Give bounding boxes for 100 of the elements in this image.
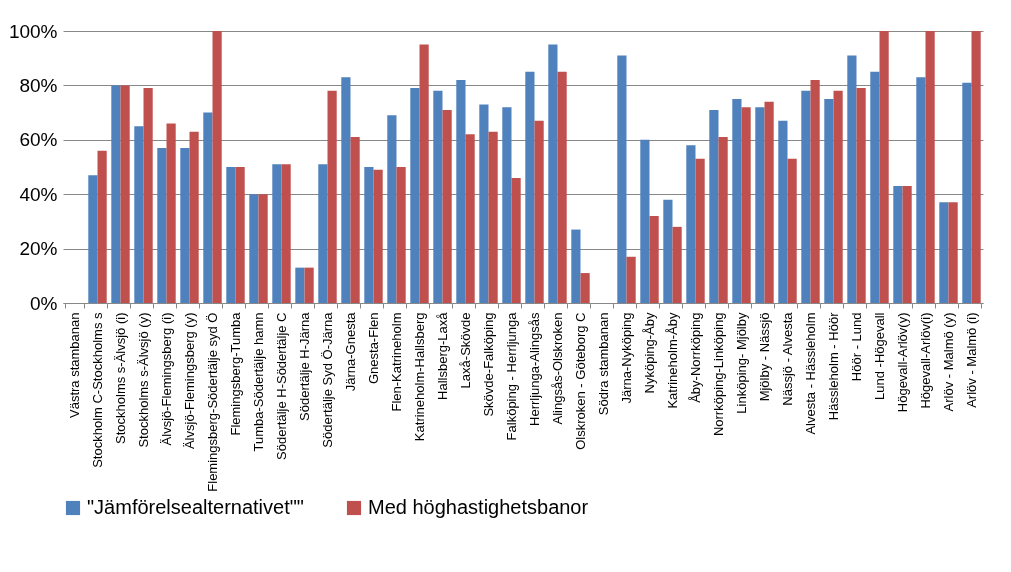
- bar: [580, 273, 590, 303]
- bar: [824, 99, 834, 303]
- bar: [557, 71, 567, 303]
- bar: [488, 131, 498, 303]
- bar: [180, 147, 190, 303]
- bar: [893, 186, 903, 303]
- bar: [281, 164, 291, 303]
- x-tick-label: Högevall-Arlöv(i): [918, 312, 933, 409]
- bar: [410, 88, 420, 303]
- x-tick-label: Södertälje H-Södertälje C: [274, 312, 289, 460]
- x-tick-label: Älvsjö-Flemingsberg (y): [182, 312, 197, 450]
- bar: [686, 145, 696, 303]
- bar: [741, 107, 751, 303]
- bar: [235, 167, 245, 303]
- bar: [203, 112, 213, 303]
- bar: [134, 126, 144, 303]
- bar: [672, 226, 682, 303]
- x-tick-label: Lund -Högevall: [872, 312, 887, 400]
- bar: [649, 215, 659, 303]
- bar: [143, 88, 153, 303]
- x-tick-label: Laxå-Skövde: [458, 312, 473, 389]
- y-tick-label: 60%: [19, 129, 58, 151]
- bar: [718, 137, 728, 303]
- y-tick-label: 80%: [19, 74, 58, 96]
- x-tick-label: Järna-Gnesta: [343, 311, 358, 392]
- bar: [272, 164, 282, 303]
- bar: [626, 256, 636, 303]
- x-tick-label: Järna-Nyköping: [619, 312, 634, 404]
- bar: [525, 71, 535, 303]
- legend-label: Med höghastighetsbanor: [368, 496, 589, 518]
- bar: [548, 44, 558, 303]
- x-tick-label: Högevall-Arlöv(y): [895, 312, 910, 413]
- bar: [249, 194, 259, 303]
- bar: [88, 175, 98, 303]
- bar: [939, 202, 949, 303]
- bar: [226, 167, 236, 303]
- bar: [97, 150, 107, 303]
- bar: [189, 131, 199, 303]
- bar: [778, 120, 788, 303]
- x-tick-label: Gnesta-Flen: [366, 312, 381, 385]
- x-tick-label: Katrineholm-Hallsberg: [412, 312, 427, 442]
- x-tick-label: Falköping - Herrljunga: [504, 311, 519, 441]
- bar: [695, 158, 705, 303]
- bar: [479, 104, 489, 303]
- x-tick-label: Katrineholm-Åby: [665, 312, 680, 409]
- y-tick-label: 100%: [8, 20, 58, 42]
- x-tick-label: Åby-Norrköping: [688, 312, 703, 403]
- bar: [419, 44, 429, 303]
- x-tick-label: Älvsjö-Flemingsberg (i): [159, 312, 174, 446]
- bar: [511, 177, 521, 303]
- bar: [732, 99, 742, 303]
- bar: [258, 194, 268, 303]
- x-tick-label: Flemingsberg-Södertälje syd Ö: [205, 312, 220, 492]
- bar: [111, 85, 121, 303]
- x-tick-label: Stockholms s-Älvsjö (i): [113, 312, 128, 444]
- bar: [764, 101, 774, 303]
- bar: [433, 90, 443, 303]
- x-tick-label: Hässleholm - Höör: [826, 311, 841, 421]
- bar: [465, 134, 475, 303]
- bar: [534, 120, 544, 303]
- bar: [879, 31, 889, 303]
- x-tick-label: Nyköping-Åby: [642, 312, 657, 394]
- bar: [870, 71, 880, 303]
- bar: [640, 139, 650, 303]
- x-tick-label: Tumba-Södertälje hamn: [251, 312, 266, 452]
- x-tick-label: Nässjö - Alvesta: [780, 311, 795, 406]
- x-tick-label: Arlöv - Malmö (i): [964, 312, 979, 408]
- y-tick-label: 0%: [30, 292, 58, 314]
- bar: [617, 55, 627, 303]
- x-tick-label: Linköping- Mjölby: [734, 312, 749, 414]
- bar: [350, 137, 360, 303]
- bar: [442, 109, 452, 303]
- bar: [925, 31, 935, 303]
- x-tick-label: Alingsås-Olskroken: [550, 312, 565, 425]
- bar: [364, 167, 374, 303]
- y-tick-label: 20%: [19, 238, 58, 260]
- bar: [663, 199, 673, 303]
- x-tick-label: Skövde-Falköping: [481, 312, 496, 417]
- x-tick-label: Stockholm C-Stockholms s: [90, 312, 105, 468]
- x-tick-label: Olskroken - Göteborg C: [573, 312, 588, 450]
- bar: [157, 147, 167, 303]
- x-tick-label: Norrköping-Linköping: [711, 312, 726, 437]
- x-tick-label: Höör - Lund: [849, 312, 864, 382]
- bar: [948, 202, 958, 303]
- x-tick-label: Västra stambanan: [67, 312, 82, 419]
- x-tick-label: Flen-Katrineholm: [389, 312, 404, 412]
- bar: [295, 267, 305, 303]
- bar: [120, 85, 130, 303]
- bar: [327, 90, 337, 303]
- x-tick-label: Södertälje Syd Ö-Järna: [320, 311, 335, 448]
- bar: [166, 123, 176, 303]
- bar: [341, 77, 351, 303]
- x-tick-label: Alvesta - Hässleholm: [803, 312, 818, 435]
- bar: [962, 82, 972, 303]
- bar: [902, 186, 912, 303]
- x-tick-label: Flemingsberg-Tumba: [228, 311, 243, 436]
- x-tick-label: Södertälje H-Järna: [297, 311, 312, 421]
- bar: [755, 107, 765, 303]
- x-tick-label: Södra stambanan: [596, 312, 611, 416]
- y-tick-label: 40%: [19, 183, 58, 205]
